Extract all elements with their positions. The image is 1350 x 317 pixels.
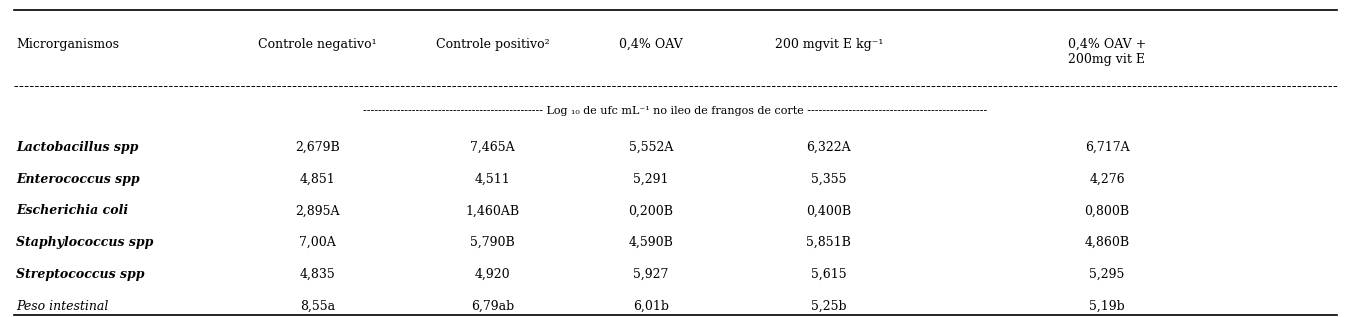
Text: 6,79ab: 6,79ab <box>471 300 514 313</box>
Text: 0,400B: 0,400B <box>806 204 852 217</box>
Text: 2,679B: 2,679B <box>294 141 340 154</box>
Text: 5,19b: 5,19b <box>1089 300 1125 313</box>
Text: 0,800B: 0,800B <box>1084 204 1130 217</box>
Text: 0,4% OAV: 0,4% OAV <box>618 38 683 51</box>
Text: Controle positivo²: Controle positivo² <box>436 38 549 51</box>
Text: 5,25b: 5,25b <box>811 300 846 313</box>
Text: 5,295: 5,295 <box>1089 268 1125 281</box>
Text: Peso intestinal: Peso intestinal <box>16 300 108 313</box>
Text: 1,460AB: 1,460AB <box>466 204 520 217</box>
Text: Enterococcus spp: Enterococcus spp <box>16 173 140 186</box>
Text: Streptococcus spp: Streptococcus spp <box>16 268 144 281</box>
Text: 5,851B: 5,851B <box>806 236 852 249</box>
Text: 2,895A: 2,895A <box>296 204 339 217</box>
Text: Staphylococcus spp: Staphylococcus spp <box>16 236 154 249</box>
Text: 6,322A: 6,322A <box>806 141 852 154</box>
Text: 4,276: 4,276 <box>1089 173 1125 186</box>
Text: Controle negativo¹: Controle negativo¹ <box>258 38 377 51</box>
Text: 6,01b: 6,01b <box>633 300 668 313</box>
Text: 7,00A: 7,00A <box>298 236 336 249</box>
Text: 4,590B: 4,590B <box>628 236 674 249</box>
Text: 200 mgvit E kg⁻¹: 200 mgvit E kg⁻¹ <box>775 38 883 51</box>
Text: 5,927: 5,927 <box>633 268 668 281</box>
Text: 5,790B: 5,790B <box>470 236 516 249</box>
Text: 4,920: 4,920 <box>475 268 510 281</box>
Text: 5,552A: 5,552A <box>629 141 672 154</box>
Text: 4,860B: 4,860B <box>1084 236 1130 249</box>
Text: 5,355: 5,355 <box>811 173 846 186</box>
Text: 5,615: 5,615 <box>811 268 846 281</box>
Text: 0,4% OAV +
200mg vit E: 0,4% OAV + 200mg vit E <box>1068 38 1146 66</box>
Text: 8,55a: 8,55a <box>300 300 335 313</box>
Text: Lactobacillus spp: Lactobacillus spp <box>16 141 139 154</box>
Text: 5,291: 5,291 <box>633 173 668 186</box>
Text: 4,511: 4,511 <box>475 173 510 186</box>
Text: 7,465A: 7,465A <box>470 141 516 154</box>
Text: 4,835: 4,835 <box>300 268 335 281</box>
Text: Escherichia coli: Escherichia coli <box>16 204 128 217</box>
Text: ------------------------------------------------ Log ₁₀ de ufc mL⁻¹ no ileo de f: ----------------------------------------… <box>363 106 987 116</box>
Text: Microrganismos: Microrganismos <box>16 38 119 51</box>
Text: 4,851: 4,851 <box>300 173 335 186</box>
Text: 6,717A: 6,717A <box>1084 141 1130 154</box>
Text: 0,200B: 0,200B <box>628 204 674 217</box>
